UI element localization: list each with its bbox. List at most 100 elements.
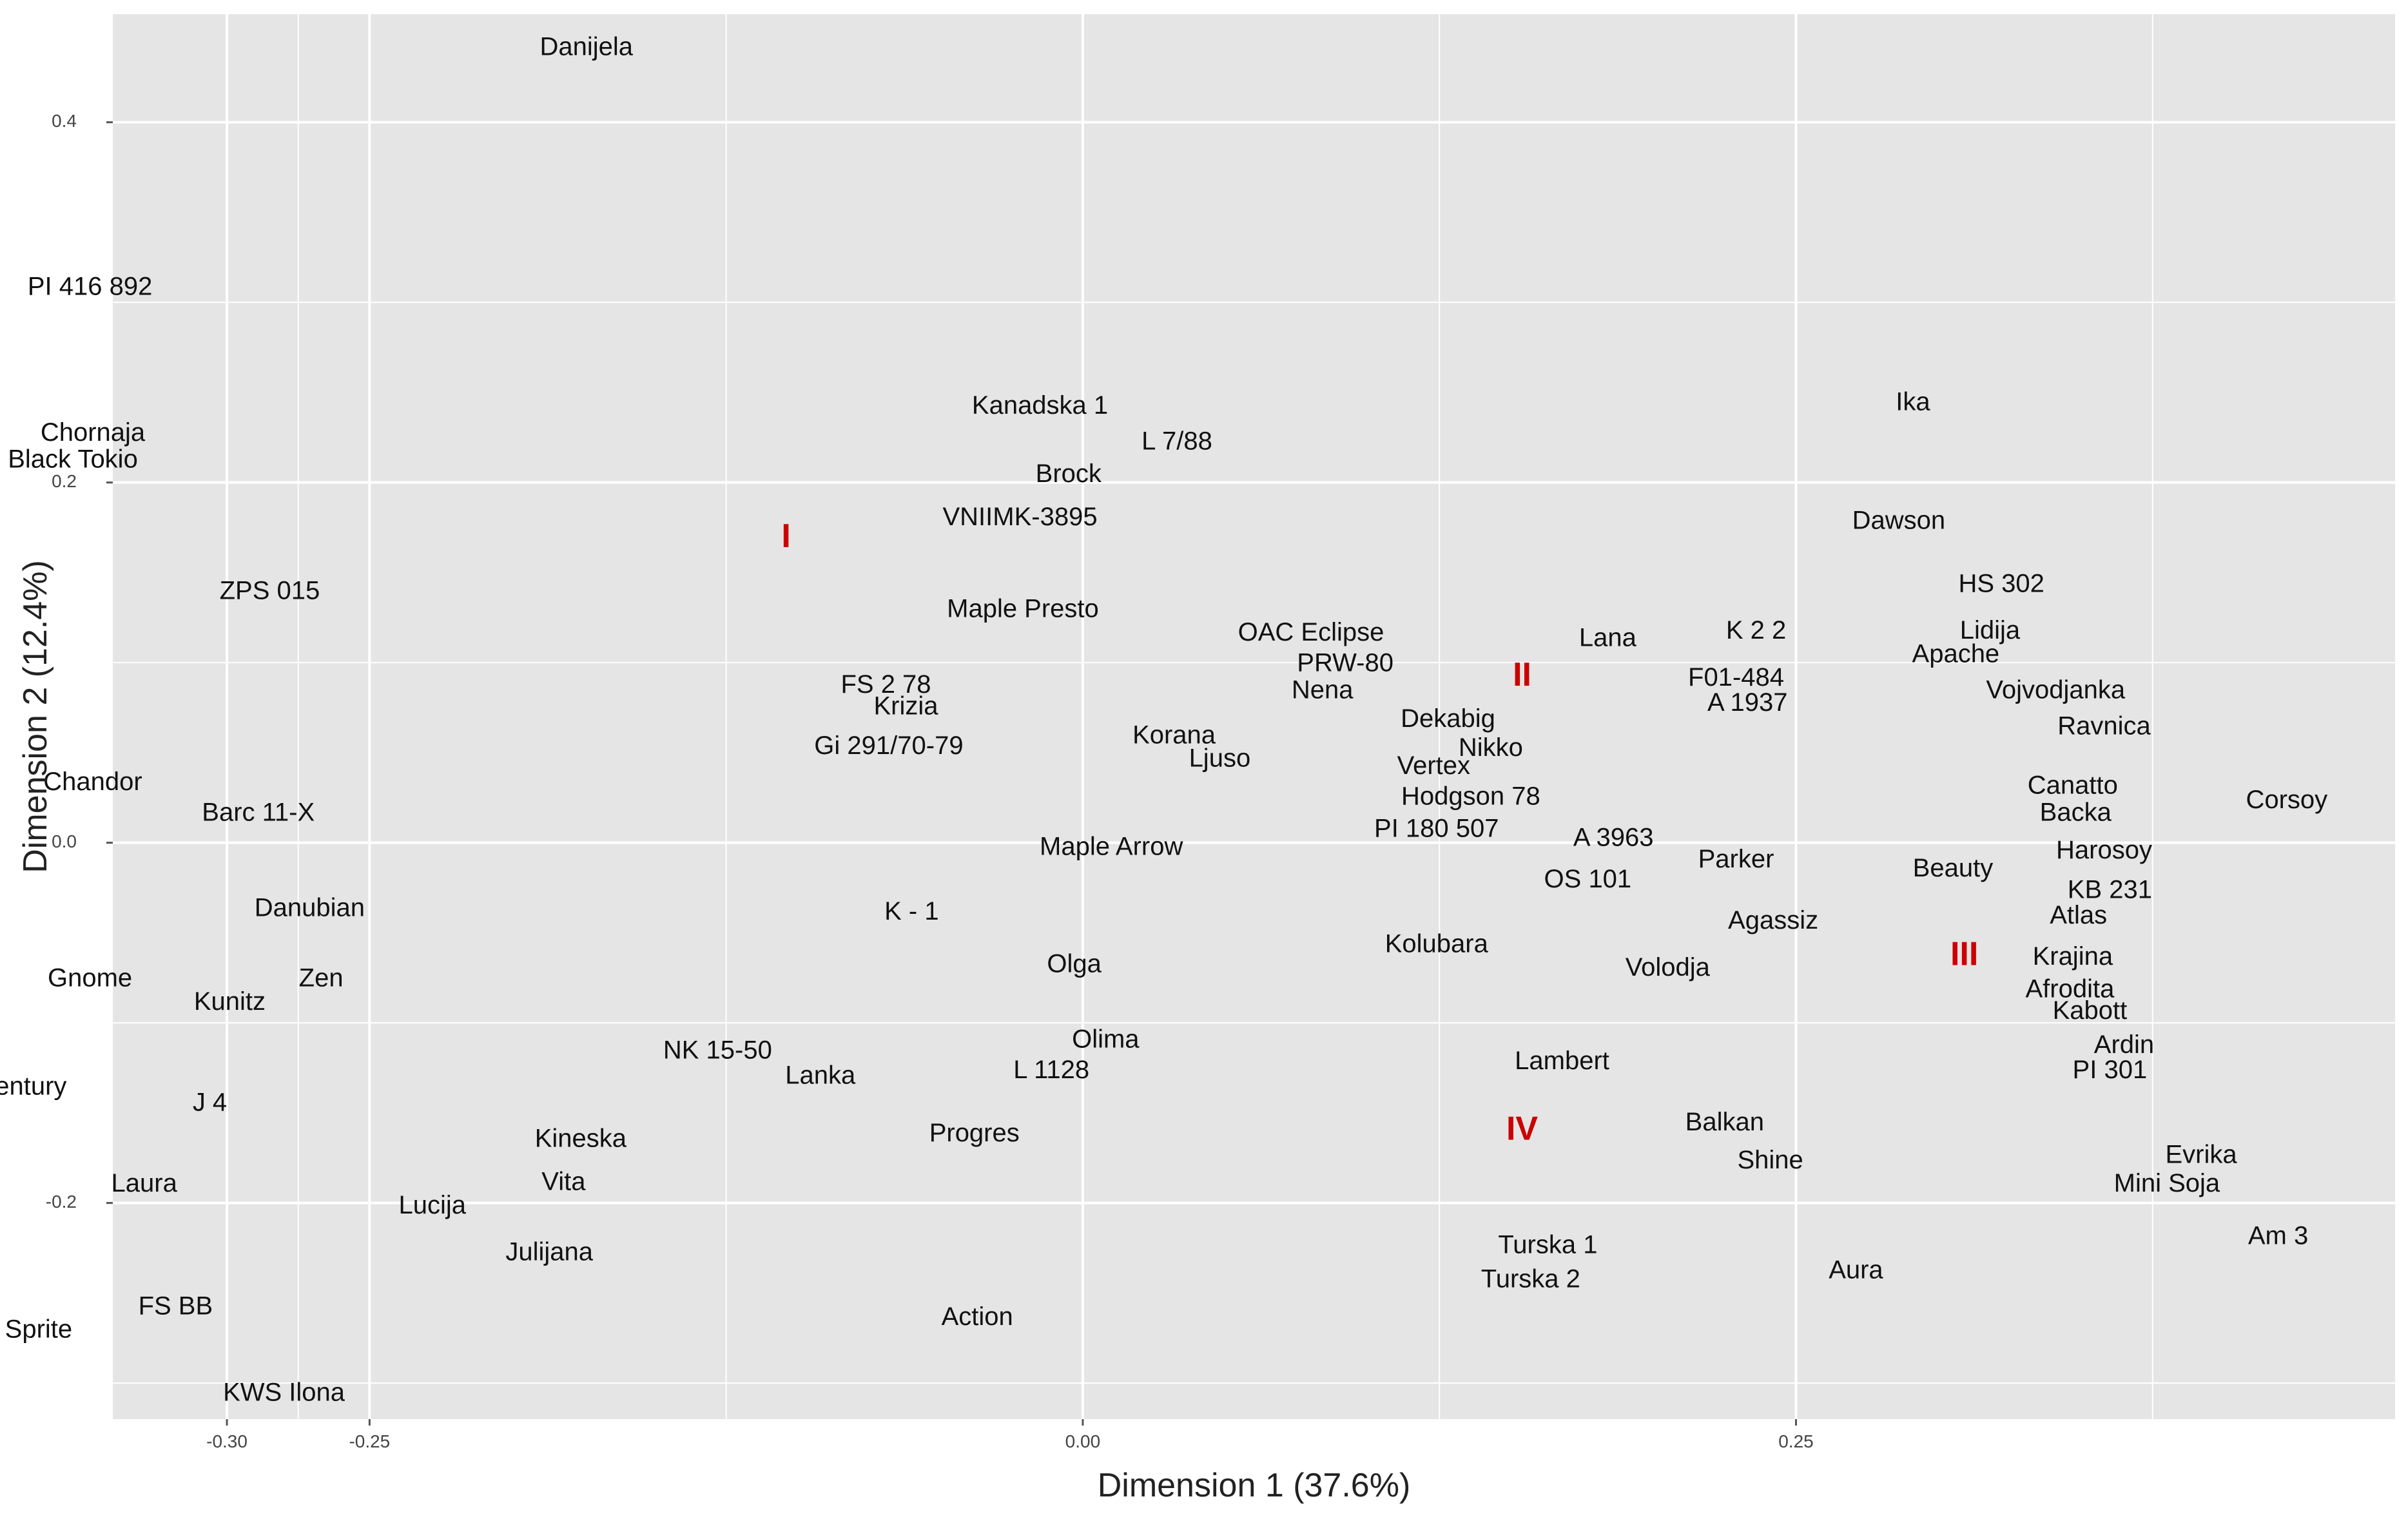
- y-tick-label: -0.2: [46, 1192, 77, 1212]
- plot-panel: [113, 14, 2395, 1419]
- point-label: Ravnica: [2057, 711, 2151, 740]
- point-label: Maple Arrow: [1040, 833, 1183, 861]
- point-label: Sprite: [5, 1315, 73, 1344]
- point-label: F01-484: [1688, 663, 1784, 692]
- point-label: L 1128: [1013, 1056, 1089, 1084]
- point-label: J 4: [193, 1088, 227, 1116]
- point-label: A 3963: [1573, 824, 1654, 852]
- axis-ticks: -0.30 -0.25 0.00 0.25 -0.2 0.0 0.2 0.4: [46, 111, 1814, 1451]
- point-label: Chandor: [43, 768, 142, 796]
- point-label: Vita: [541, 1167, 586, 1195]
- x-tick-label: 0.25: [1778, 1431, 1814, 1451]
- cluster-label: IV: [1506, 1110, 1538, 1148]
- point-label: Lanka: [785, 1061, 856, 1090]
- point-label: Zen: [299, 964, 344, 992]
- point-label: KB 231: [2068, 876, 2152, 904]
- point-label: Backa: [2040, 798, 2112, 826]
- point-label: Maple Presto: [947, 595, 1099, 623]
- point-label: Agassiz: [1728, 906, 1818, 934]
- x-tick-label: -0.30: [206, 1431, 248, 1451]
- point-label: OS 101: [1544, 865, 1632, 893]
- point-label: Brock: [1036, 460, 1102, 488]
- point-label: ZPS 015: [220, 577, 320, 605]
- point-label: Barc 11-X: [202, 798, 315, 826]
- point-label: PI 416 892: [28, 272, 153, 300]
- point-label: Gnome: [48, 964, 132, 992]
- point-label: Krizia: [873, 692, 938, 721]
- point-label: HS 302: [1958, 570, 2044, 598]
- y-tick-label: 0.4: [52, 111, 77, 131]
- point-label: Julijana: [505, 1237, 593, 1266]
- point-label: Kolubara: [1385, 930, 1489, 958]
- point-label: VNIIMK-3895: [942, 503, 1097, 531]
- point-label: Chornaja: [41, 418, 146, 447]
- cluster-label: II: [1513, 656, 1531, 693]
- major-gridlines: [113, 14, 2395, 1419]
- point-label: Shine: [1737, 1146, 1803, 1174]
- point-label: Nena: [1292, 675, 1354, 704]
- point-label: Black Tokio: [8, 445, 138, 474]
- cluster-label: I: [781, 518, 790, 555]
- point-label: OAC Eclipse: [1238, 618, 1384, 646]
- point-label: Vertex: [1397, 751, 1470, 780]
- point-label: Olima: [1072, 1025, 1140, 1054]
- point-label: Canatto: [2028, 771, 2118, 800]
- y-tick-label: 0.2: [52, 471, 77, 491]
- minor-gridlines: [113, 14, 2395, 1419]
- point-label: Lidija: [1960, 616, 2021, 644]
- point-label: A 1937: [1707, 688, 1788, 717]
- point-label: Korana: [1132, 721, 1216, 749]
- point-label: PRW-80: [1297, 649, 1393, 677]
- point-label: K - 1: [884, 897, 938, 925]
- point-label: Evrika: [2165, 1141, 2237, 1169]
- point-label: Dawson: [1852, 507, 1946, 535]
- point-label: Balkan: [1685, 1108, 1764, 1136]
- x-axis-title: Dimension 1 (37.6%): [1098, 1467, 1411, 1504]
- point-label: PI 301: [2073, 1056, 2148, 1084]
- point-label: Atlas: [2050, 901, 2107, 929]
- point-label: Laura: [112, 1169, 178, 1197]
- point-label: Harosoy: [2056, 836, 2152, 864]
- point-label: Dekabig: [1401, 704, 1495, 733]
- y-axis-title: Dimension 2 (12.4%): [17, 560, 54, 873]
- point-label: Corsoy: [2246, 786, 2327, 814]
- point-label: Lucija: [398, 1191, 466, 1219]
- point-label: Kanadska 1: [972, 391, 1108, 420]
- point-label: Danubian: [255, 894, 365, 922]
- point-label: Olga: [1047, 949, 1102, 978]
- point-label: K 2 2: [1726, 616, 1786, 644]
- point-label: Kunitz: [194, 987, 266, 1016]
- point-label: Krajina: [2033, 942, 2113, 971]
- y-tick-label: 0.0: [52, 831, 77, 851]
- x-tick-label: 0.00: [1065, 1431, 1101, 1451]
- point-label: Lambert: [1515, 1047, 1609, 1075]
- point-label: Am 3: [2248, 1221, 2308, 1250]
- point-label: Kabott: [2053, 996, 2128, 1025]
- point-label: Danijela: [539, 33, 633, 61]
- point-label: L 7/88: [1141, 427, 1212, 456]
- point-label: Vojvodjanka: [1986, 675, 2125, 704]
- point-label: Afrodita: [2025, 974, 2115, 1003]
- point-label: Ljuso: [1189, 744, 1251, 773]
- point-label: PI 180 507: [1374, 815, 1499, 843]
- point-label: Turska 1: [1498, 1230, 1597, 1259]
- point-label: Aura: [1829, 1255, 1883, 1284]
- x-tick-label: -0.25: [349, 1431, 390, 1451]
- point-label: Ika: [1896, 387, 1930, 416]
- point-label: NK 15-50: [663, 1036, 772, 1064]
- cluster-label: III: [1950, 935, 1978, 972]
- point-label: Ardin: [2094, 1030, 2154, 1059]
- point-label: Gi 291/70-79: [814, 731, 963, 760]
- point-label: Mini Soja: [2114, 1169, 2220, 1197]
- point-label: Action: [942, 1302, 1013, 1331]
- point-label: Beauty: [1913, 854, 1994, 882]
- point-label: Lana: [1579, 623, 1637, 652]
- point-label: Volodja: [1626, 953, 1711, 982]
- point-label: Hodgson 78: [1401, 782, 1540, 810]
- point-label: Parker: [1698, 845, 1774, 873]
- point-label: Century: [0, 1072, 66, 1100]
- point-label: Apache: [1912, 640, 2000, 668]
